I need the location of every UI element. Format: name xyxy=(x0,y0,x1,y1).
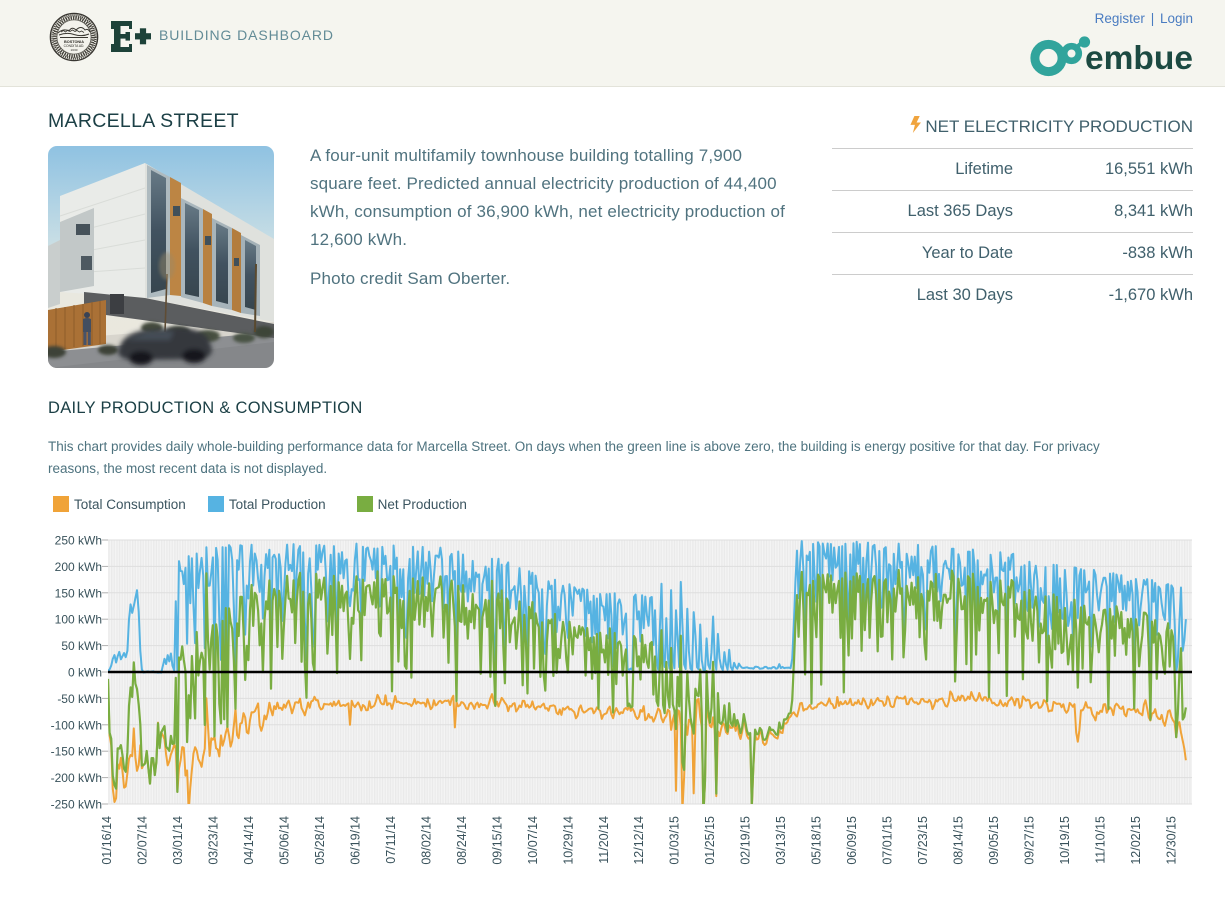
svg-text:02/07/14: 02/07/14 xyxy=(135,816,149,865)
svg-text:12/02/15: 12/02/15 xyxy=(1129,816,1143,865)
svg-text:07/11/14: 07/11/14 xyxy=(384,816,398,864)
svg-text:01/25/15: 01/25/15 xyxy=(703,816,717,865)
svg-text:150 kWh: 150 kWh xyxy=(55,586,102,600)
svg-text:04/14/14: 04/14/14 xyxy=(242,816,256,865)
svg-text:-200 kWh: -200 kWh xyxy=(51,771,102,785)
svg-text:07/23/15: 07/23/15 xyxy=(916,816,930,865)
svg-text:05/18/15: 05/18/15 xyxy=(810,816,824,865)
svg-text:10/29/14: 10/29/14 xyxy=(561,816,575,865)
svg-text:03/13/15: 03/13/15 xyxy=(774,816,788,865)
svg-text:07/01/15: 07/01/15 xyxy=(881,816,895,865)
svg-text:11/10/15: 11/10/15 xyxy=(1094,816,1108,864)
svg-text:01/16/14: 01/16/14 xyxy=(100,816,114,865)
svg-text:CONDITA AD.: CONDITA AD. xyxy=(64,44,85,48)
svg-text:03/01/14: 03/01/14 xyxy=(171,816,185,865)
svg-text:05/06/14: 05/06/14 xyxy=(277,816,291,865)
svg-text:100 kWh: 100 kWh xyxy=(55,613,102,627)
svg-text:0 kWh: 0 kWh xyxy=(68,666,102,680)
svg-text:08/24/14: 08/24/14 xyxy=(455,816,469,865)
svg-text:03/23/14: 03/23/14 xyxy=(206,816,220,865)
svg-text:12/30/15: 12/30/15 xyxy=(1165,816,1179,865)
svg-text:06/19/14: 06/19/14 xyxy=(348,816,362,865)
svg-text:09/27/15: 09/27/15 xyxy=(1023,816,1037,865)
svg-text:11/20/14: 11/20/14 xyxy=(597,816,611,864)
svg-text:50 kWh: 50 kWh xyxy=(61,639,102,653)
svg-text:200 kWh: 200 kWh xyxy=(55,560,102,574)
svg-text:08/02/14: 08/02/14 xyxy=(419,816,433,865)
svg-text:-50 kWh: -50 kWh xyxy=(57,692,102,706)
svg-text:-250 kWh: -250 kWh xyxy=(51,798,102,812)
svg-text:embue: embue xyxy=(1085,40,1193,77)
svg-text:-150 kWh: -150 kWh xyxy=(51,745,102,759)
svg-text:-100 kWh: -100 kWh xyxy=(51,718,102,732)
svg-text:1630: 1630 xyxy=(71,48,78,52)
svg-text:06/09/15: 06/09/15 xyxy=(845,816,859,865)
svg-text:09/15/14: 09/15/14 xyxy=(490,816,504,865)
svg-text:10/19/15: 10/19/15 xyxy=(1058,816,1072,865)
svg-text:10/07/14: 10/07/14 xyxy=(526,816,540,865)
svg-text:12/12/14: 12/12/14 xyxy=(632,816,646,865)
svg-text:BOSTONIA: BOSTONIA xyxy=(64,40,84,44)
svg-text:05/28/14: 05/28/14 xyxy=(313,816,327,865)
svg-text:02/19/15: 02/19/15 xyxy=(739,816,753,865)
svg-text:250 kWh: 250 kWh xyxy=(55,534,102,548)
svg-text:08/14/15: 08/14/15 xyxy=(952,816,966,865)
svg-text:01/03/15: 01/03/15 xyxy=(668,816,682,865)
svg-text:09/05/15: 09/05/15 xyxy=(987,816,1001,865)
